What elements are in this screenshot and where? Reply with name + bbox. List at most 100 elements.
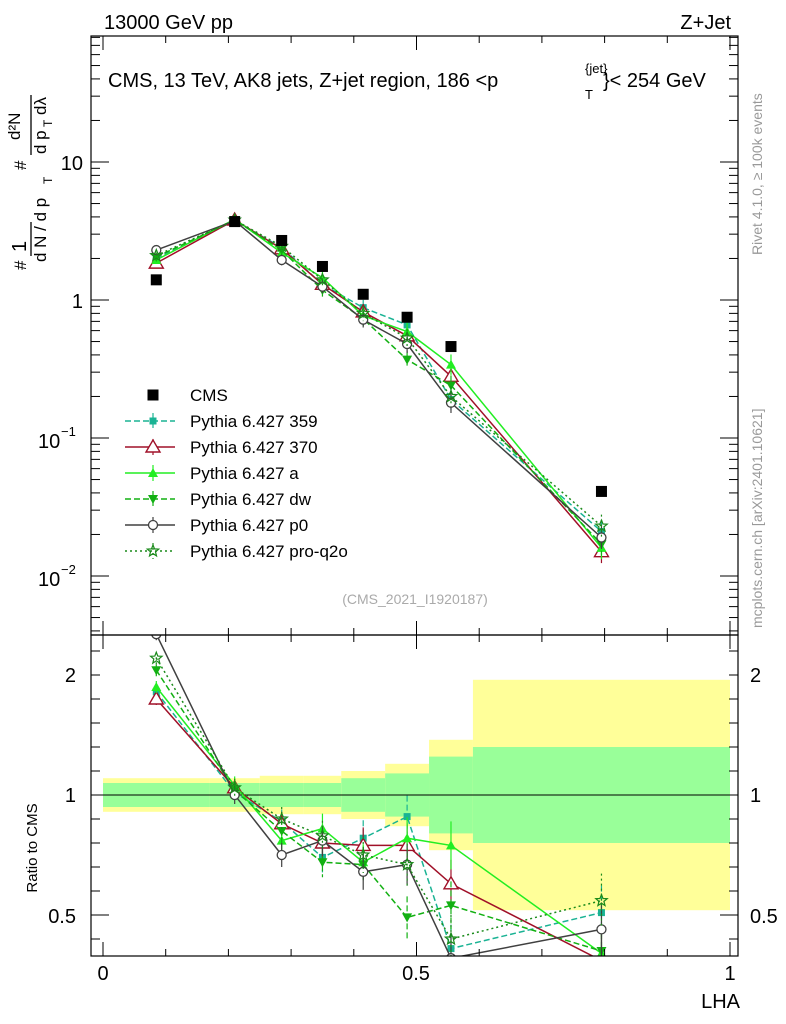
series-5-point bbox=[355, 305, 371, 320]
legend-label: Pythia 6.427 370 bbox=[190, 438, 318, 457]
x-tick-label-0: 0 bbox=[97, 963, 108, 985]
series-0-line bbox=[155, 219, 602, 533]
legend-marker bbox=[147, 519, 159, 531]
series-4-point bbox=[276, 254, 287, 266]
ratio-tick-label-1-right: 1 bbox=[750, 785, 761, 807]
svg-text:#: # bbox=[11, 160, 30, 170]
series-4-ratio-point bbox=[151, 635, 162, 640]
series-5-point bbox=[443, 388, 459, 403]
legend-entry-2: Pythia 6.427 a bbox=[125, 464, 299, 483]
svg-text:10: 10 bbox=[38, 431, 60, 453]
axis-ticks bbox=[91, 36, 738, 956]
legend-marker bbox=[145, 543, 161, 558]
series-4-ratio-line bbox=[155, 635, 602, 956]
cms-data-point bbox=[595, 485, 607, 497]
series-5-line bbox=[155, 219, 602, 527]
svg-text:#: # bbox=[11, 260, 30, 270]
svg-text:d N / d p: d N / d p bbox=[31, 198, 50, 262]
series-3-ratio-line bbox=[155, 669, 602, 952]
legend-entry-5: Pythia 6.427 pro-q2o bbox=[125, 542, 348, 561]
cms-data-point bbox=[229, 216, 241, 228]
svg-text:T: T bbox=[41, 176, 55, 184]
svg-text:d p: d p bbox=[31, 130, 50, 154]
series-4-ratio-point bbox=[596, 924, 607, 935]
legend-label: Pythia 6.427 p0 bbox=[190, 516, 308, 535]
main-y-tick-label-10: 10 bbox=[61, 153, 83, 175]
legend-entry-3: Pythia 6.427 dw bbox=[125, 490, 312, 509]
ratio-y-label: Ratio to CMS bbox=[24, 803, 41, 892]
series-5-point bbox=[315, 272, 330, 287]
series-3-ratio-point bbox=[317, 858, 328, 868]
legend-marker bbox=[149, 417, 157, 425]
series-4-line bbox=[156, 219, 603, 539]
main-y-tick-label-0.1: 10 −1 bbox=[38, 424, 76, 453]
series-2-ratio-point bbox=[445, 840, 456, 850]
series-4-point bbox=[596, 532, 607, 543]
ratio-tick-label-1-left: 1 bbox=[65, 785, 76, 807]
legend-marker bbox=[148, 495, 158, 504]
process-label: Z+Jet bbox=[680, 12, 731, 34]
legend-marker-cms bbox=[147, 389, 159, 401]
series-5-ratio-line bbox=[155, 657, 602, 940]
legend-label: Pythia 6.427 359 bbox=[190, 412, 318, 431]
series-0-ratio-point bbox=[403, 813, 411, 821]
series-3-ratio-point bbox=[402, 913, 413, 923]
series-5-ratio-point bbox=[274, 811, 289, 826]
main-y-tick-label-0.01: 10 −2 bbox=[38, 562, 76, 591]
legend-entry-1: Pythia 6.427 370 bbox=[125, 438, 318, 457]
series-2-ratio-point bbox=[402, 833, 413, 843]
ratio-series-layer bbox=[148, 635, 609, 956]
main-y-tick-label-1: 1 bbox=[72, 291, 83, 313]
svg-text:−2: −2 bbox=[61, 562, 76, 577]
svg-text:1: 1 bbox=[72, 291, 83, 313]
series-5-ratio-point bbox=[227, 780, 242, 795]
energy-label: 13000 GeV pp bbox=[104, 12, 233, 34]
series-5-ratio-point bbox=[149, 650, 164, 665]
svg-text:−1: −1 bbox=[61, 424, 76, 439]
svg-text:d²N: d²N bbox=[5, 113, 24, 140]
series-1-ratio-point bbox=[148, 690, 165, 705]
legend-label: Pythia 6.427 a bbox=[190, 464, 299, 483]
ratio-tick-label-0.5-right: 0.5 bbox=[750, 906, 778, 928]
analysis-id-label: (CMS_2021_I1920187) bbox=[342, 591, 488, 607]
series-5-ratio-point bbox=[594, 892, 609, 907]
cms-data-point bbox=[401, 311, 413, 323]
plot-title-tail: }< 254 GeV bbox=[603, 70, 707, 92]
cms-data-point bbox=[445, 341, 457, 353]
series-2-ratio-point bbox=[151, 682, 162, 691]
x-tick-label-1: 1 bbox=[724, 963, 735, 985]
cms-data-point bbox=[276, 234, 288, 246]
series-2-point bbox=[445, 359, 456, 369]
series-3-point bbox=[402, 355, 413, 365]
series-5-point bbox=[399, 330, 415, 345]
svg-text:1: 1 bbox=[9, 241, 31, 252]
legend-marker bbox=[148, 468, 158, 477]
cms-data-point bbox=[316, 260, 328, 272]
series-3-ratio-point bbox=[276, 827, 287, 836]
main-plot-frame bbox=[90, 35, 739, 636]
legend-entry-cms: CMS bbox=[147, 386, 228, 405]
series-3-ratio-point bbox=[151, 666, 162, 676]
series-2-ratio-line bbox=[155, 686, 602, 955]
cms-data-point bbox=[357, 288, 369, 300]
series-3-point bbox=[445, 381, 456, 391]
ratio-tick-label-0.5-left: 0.5 bbox=[48, 906, 76, 928]
cms-data-point bbox=[150, 274, 162, 286]
plot-title-main: CMS, 13 TeV, AK8 jets, Z+jet region, 186… bbox=[108, 70, 498, 92]
svg-text:10: 10 bbox=[61, 153, 83, 175]
series-5-ratio-point bbox=[399, 856, 415, 871]
ratio-tick-label-2-left: 2 bbox=[65, 665, 76, 687]
legend-entry-4: Pythia 6.427 p0 bbox=[125, 516, 308, 535]
series-5-ratio-point bbox=[355, 847, 371, 862]
series-3-ratio-point bbox=[445, 901, 456, 911]
series-5-ratio-point bbox=[443, 931, 459, 946]
legend-label: Pythia 6.427 pro-q2o bbox=[190, 542, 348, 561]
svg-text:dλ: dλ bbox=[31, 97, 50, 115]
main-series-layer bbox=[148, 211, 610, 564]
rivet-version-label: Rivet 4.1.0, ≥ 100k events bbox=[749, 93, 765, 255]
plot-title-sub: T bbox=[585, 87, 593, 102]
series-5-point bbox=[594, 518, 609, 533]
legend-label-cms: CMS bbox=[190, 386, 228, 405]
x-axis-label: LHA bbox=[701, 991, 741, 1013]
